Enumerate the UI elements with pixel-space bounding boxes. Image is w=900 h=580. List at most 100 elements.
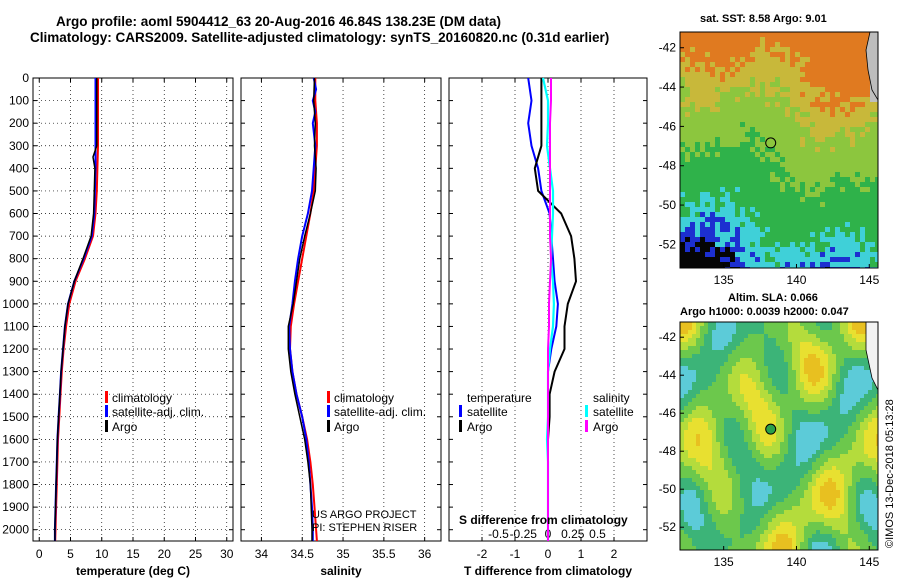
sst-cell bbox=[775, 142, 781, 148]
sla-cell bbox=[692, 390, 697, 395]
sla-cell bbox=[760, 330, 765, 335]
sst-cell bbox=[765, 237, 771, 243]
sst-cell bbox=[855, 177, 861, 183]
sla-cell bbox=[740, 386, 745, 391]
sst-cell bbox=[795, 152, 801, 158]
sla-cell bbox=[788, 506, 793, 511]
sla-cell bbox=[736, 486, 741, 491]
sla-cell bbox=[760, 446, 765, 451]
sla-cell bbox=[804, 494, 809, 499]
sst-cell bbox=[755, 67, 761, 73]
sla-cell bbox=[688, 510, 693, 515]
sst-cell bbox=[865, 207, 871, 213]
sst-cell bbox=[825, 142, 831, 148]
sst-cell bbox=[710, 172, 716, 178]
sst-cell bbox=[680, 137, 686, 143]
sla-cell bbox=[860, 454, 865, 459]
sst-cell bbox=[770, 32, 776, 38]
sla-cell bbox=[852, 394, 857, 399]
sst-cell bbox=[780, 122, 786, 128]
sla-cell bbox=[784, 510, 789, 515]
sla-cell bbox=[780, 474, 785, 479]
sla-cell bbox=[856, 386, 861, 391]
sla-cell bbox=[788, 450, 793, 455]
sst-cell bbox=[705, 97, 711, 103]
sla-cell bbox=[740, 338, 745, 343]
sla-cell bbox=[784, 370, 789, 375]
sst-cell bbox=[830, 52, 836, 58]
sla-cell bbox=[756, 434, 761, 439]
sla-cell bbox=[848, 338, 853, 343]
sla-cell bbox=[732, 442, 737, 447]
sla-cell bbox=[816, 322, 821, 327]
sst-cell bbox=[710, 207, 716, 213]
sla-cell bbox=[724, 334, 729, 339]
sla-cell bbox=[692, 350, 697, 355]
sst-cell bbox=[740, 142, 746, 148]
sst-cell bbox=[755, 117, 761, 123]
sla-cell bbox=[812, 486, 817, 491]
sst-cell bbox=[700, 107, 706, 113]
sla-cell bbox=[828, 474, 833, 479]
sst-cell bbox=[865, 242, 871, 248]
sla-cell bbox=[764, 358, 769, 363]
sla-cell bbox=[704, 378, 709, 383]
sst-cell bbox=[790, 152, 796, 158]
sla-cell bbox=[688, 422, 693, 427]
sla-cell bbox=[840, 538, 845, 543]
sla-cell bbox=[860, 466, 865, 471]
sla-cell bbox=[832, 430, 837, 435]
sst-cell bbox=[725, 107, 731, 113]
sla-cell bbox=[836, 478, 841, 483]
sla-cell bbox=[808, 434, 813, 439]
sla-cell bbox=[688, 330, 693, 335]
sla-cell bbox=[816, 474, 821, 479]
sst-cell bbox=[845, 92, 851, 98]
sla-cell bbox=[800, 518, 805, 523]
sla-cell bbox=[840, 466, 845, 471]
sst-cell bbox=[775, 212, 781, 218]
sst-cell bbox=[755, 172, 761, 178]
sla-cell bbox=[832, 410, 837, 415]
sst-cell bbox=[680, 247, 686, 253]
sla-cell bbox=[760, 326, 765, 331]
sst-cell bbox=[785, 142, 791, 148]
sla-cell bbox=[764, 378, 769, 383]
sla-cell bbox=[832, 342, 837, 347]
sla-cell bbox=[824, 510, 829, 515]
sst-cell bbox=[830, 227, 836, 233]
sst-cell bbox=[685, 47, 691, 53]
sla-cell bbox=[856, 374, 861, 379]
sst-cell bbox=[855, 97, 861, 103]
sla-cell bbox=[832, 346, 837, 351]
sst-cell bbox=[735, 232, 741, 238]
sla-cell bbox=[804, 498, 809, 503]
sst-cell bbox=[685, 232, 691, 238]
sst-cell bbox=[875, 172, 878, 178]
sla-cell bbox=[708, 362, 713, 367]
sst-cell bbox=[715, 57, 721, 63]
sla-cell bbox=[784, 394, 789, 399]
sla-cell bbox=[876, 478, 878, 483]
sst-cell bbox=[795, 237, 801, 243]
sla-cell bbox=[772, 330, 777, 335]
sst-cell bbox=[730, 52, 736, 58]
sla-cell bbox=[712, 434, 717, 439]
sla-cell bbox=[724, 382, 729, 387]
sla-cell bbox=[824, 526, 829, 531]
sla-cell bbox=[728, 338, 733, 343]
sla-cell bbox=[856, 498, 861, 503]
sst-cell bbox=[680, 177, 686, 183]
sla-cell bbox=[876, 506, 878, 511]
sla-cell bbox=[688, 362, 693, 367]
sst-cell bbox=[695, 122, 701, 128]
sla-cell bbox=[704, 426, 709, 431]
sst-cell bbox=[720, 207, 726, 213]
sla-cell bbox=[780, 538, 785, 543]
sla-cell bbox=[696, 478, 701, 483]
sst-cell bbox=[760, 97, 766, 103]
sla-cell bbox=[712, 486, 717, 491]
sst-cell bbox=[865, 92, 871, 98]
sst-cell bbox=[820, 37, 826, 43]
sla-cell bbox=[796, 418, 801, 423]
